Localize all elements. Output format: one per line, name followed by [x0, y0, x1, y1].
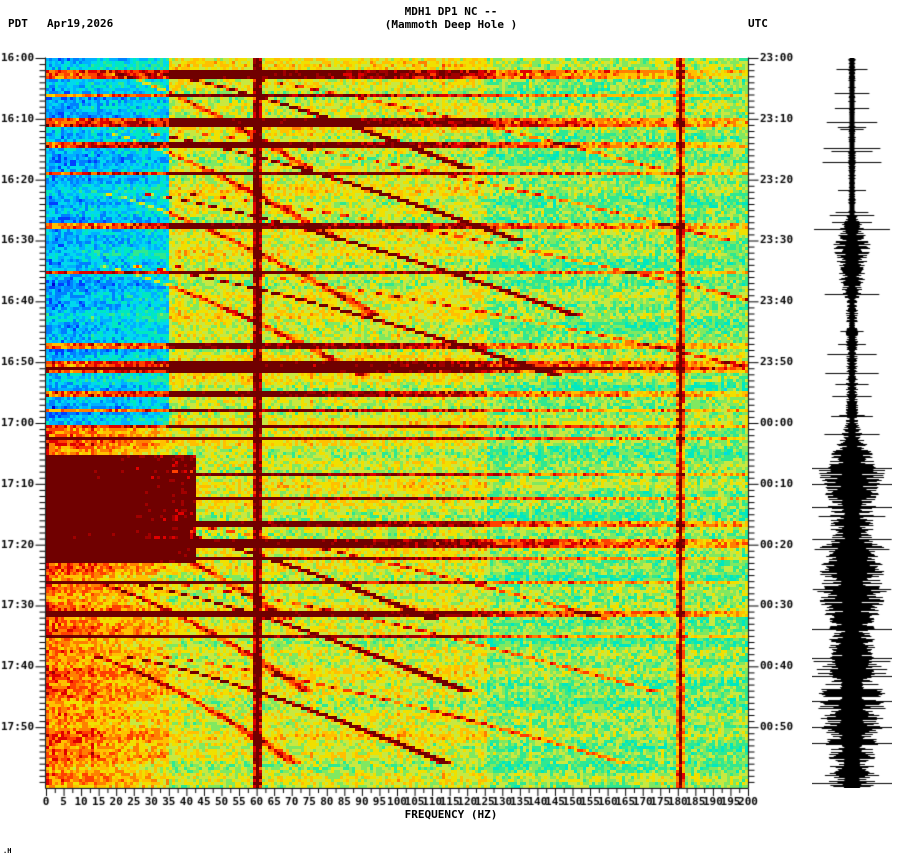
x-axis-label: FREQUENCY (HZ) — [404, 808, 498, 821]
corner-mark: .H — [3, 847, 12, 855]
